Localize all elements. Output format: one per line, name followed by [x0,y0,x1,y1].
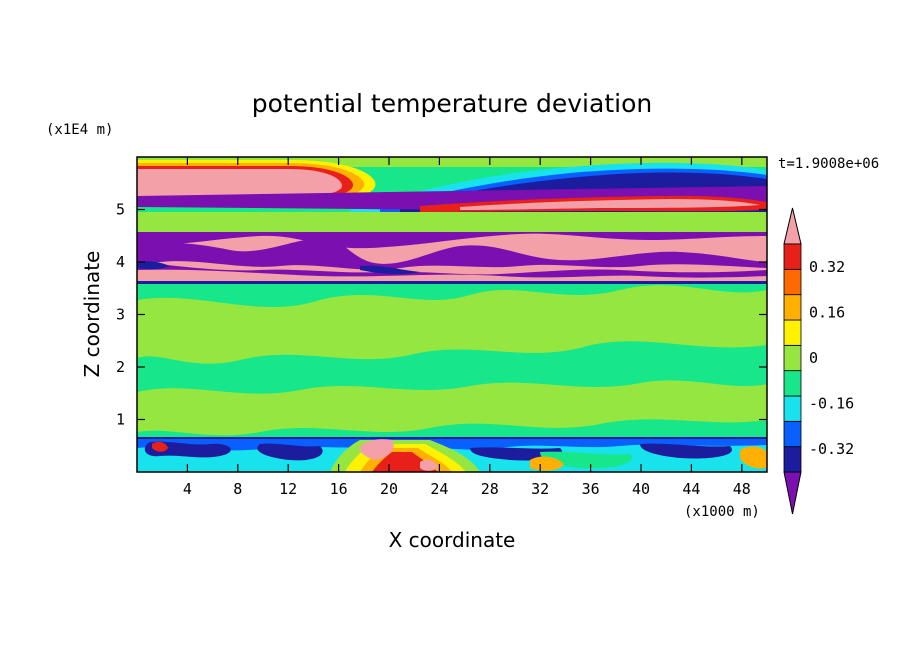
field-surface-interface [137,437,767,439]
colorbar-swatch [783,319,802,346]
x-axis-label: X coordinate [389,528,516,552]
field-plume-pink-2 [420,459,438,471]
y-tick-label: 2 [116,358,125,376]
colorbar-label: 0.32 [809,258,845,276]
field-band-navy-1 [137,261,170,270]
y-axis-ticks: 1 2 3 4 5 [116,201,767,429]
colorbar-extend-bottom [783,471,802,515]
colorbar-swatch [783,420,802,448]
field-warm-patch-1 [530,456,564,471]
colorbar: 0.32 0.16 0 -0.16 -0.32 [783,207,854,515]
x-tick-label: 12 [279,480,297,498]
field-mid-patch-1 [137,285,767,364]
colorbar-label: -0.16 [809,395,854,413]
field-top-pink-band [460,199,760,210]
colorbar-swatch [783,370,802,397]
field-band-pink-lower [137,269,767,282]
y-tick-label: 3 [116,306,125,324]
field-band-purple-mid [137,237,767,270]
field-mid-patch-2 [137,380,767,436]
y-tick-label: 1 [116,411,125,429]
colorbar-extend-top [783,207,802,245]
x-tick-label: 44 [682,480,700,498]
field-band-navy-2 [360,265,420,275]
x-axis-ticks: 4 8 12 16 20 24 28 32 36 40 44 48 [183,157,751,498]
time-label: t=1.9008e+06 [778,156,879,172]
x-tick-label: 32 [531,480,549,498]
x-tick-label: 48 [733,480,751,498]
field-surface-navy-2 [257,443,323,461]
x-tick-label: 20 [380,480,398,498]
field-warm-patch-2 [740,446,767,469]
chart-title: potential temperature deviation [252,89,652,118]
field-top-pink [137,169,343,197]
colorbar-label: 0 [809,349,818,367]
x-tick-label: 36 [582,480,600,498]
x-tick-label: 8 [233,480,242,498]
field-band-bottom-edge [137,281,767,284]
y-axis-label: Z coordinate [80,251,104,378]
field-top-strip [137,157,767,167]
colorbar-swatch [783,344,802,372]
colorbar-swatch [783,395,802,422]
y-unit-label: (x1E4 m) [46,122,113,138]
x-tick-label: 28 [481,480,499,498]
colorbar-swatch [783,243,802,270]
y-tick-label: 4 [116,253,125,271]
y-tick-label: 5 [116,201,125,219]
x-tick-label: 24 [430,480,448,498]
colorbar-swatch [783,268,802,296]
field-surface-blue [137,438,767,451]
field-plume-pink [359,439,394,460]
field-warm-patch-3 [152,441,168,452]
colorbar-swatch [783,446,802,473]
colorbar-label: -0.32 [809,440,854,458]
field-gap-band [137,212,767,232]
field-band-purple-upper [137,232,767,249]
x-tick-label: 40 [632,480,650,498]
x-tick-label: 4 [183,480,192,498]
x-tick-label: 16 [330,480,348,498]
contour-field [137,157,767,472]
colorbar-label: 0.16 [809,303,845,321]
field-surface-navy-4 [640,443,732,459]
colorbar-swatch [783,294,802,321]
x-unit-label: (x1000 m) [684,504,760,520]
